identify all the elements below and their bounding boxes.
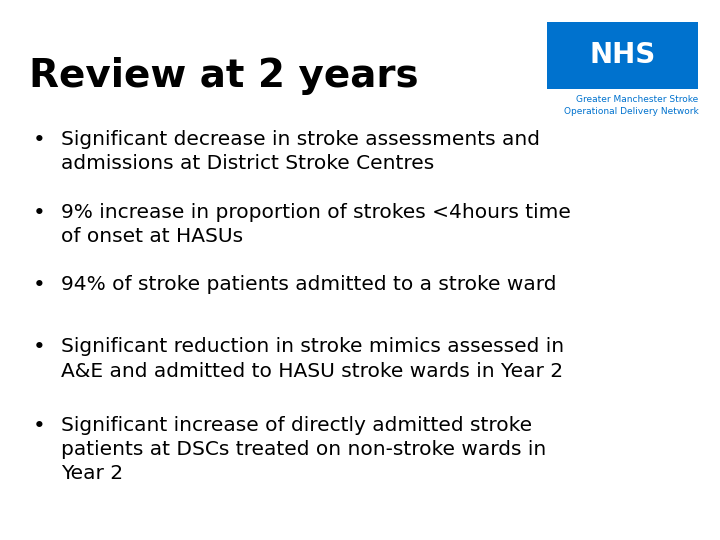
Text: Review at 2 years: Review at 2 years: [29, 57, 418, 94]
Text: Significant increase of directly admitted stroke
patients at DSCs treated on non: Significant increase of directly admitte…: [61, 416, 546, 483]
Text: •: •: [32, 416, 45, 436]
Text: 94% of stroke patients admitted to a stroke ward: 94% of stroke patients admitted to a str…: [61, 275, 557, 294]
Text: •: •: [32, 275, 45, 295]
Text: Significant decrease in stroke assessments and
admissions at District Stroke Cen: Significant decrease in stroke assessmen…: [61, 130, 540, 173]
FancyBboxPatch shape: [547, 22, 698, 89]
Text: •: •: [32, 130, 45, 150]
Text: 9% increase in proportion of strokes <4hours time
of onset at HASUs: 9% increase in proportion of strokes <4h…: [61, 202, 571, 246]
Text: •: •: [32, 202, 45, 222]
Text: •: •: [32, 338, 45, 357]
Text: Greater Manchester Stroke
Operational Delivery Network: Greater Manchester Stroke Operational De…: [564, 94, 698, 116]
Text: NHS: NHS: [590, 42, 656, 69]
Text: Significant reduction in stroke mimics assessed in
A&E and admitted to HASU stro: Significant reduction in stroke mimics a…: [61, 338, 564, 381]
